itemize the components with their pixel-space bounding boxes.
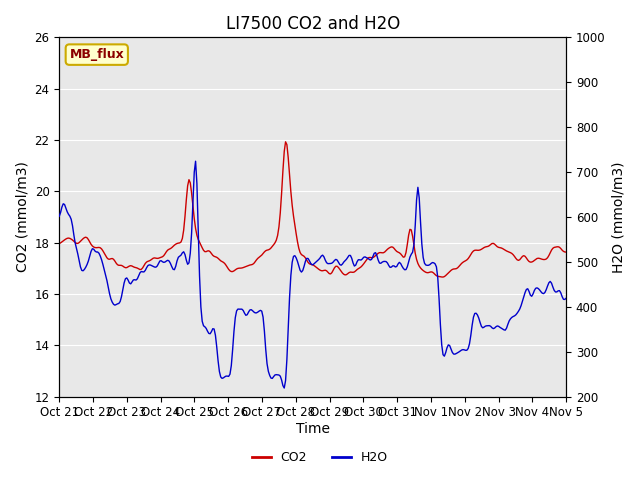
Y-axis label: CO2 (mmol/m3): CO2 (mmol/m3): [15, 162, 29, 273]
Title: LI7500 CO2 and H2O: LI7500 CO2 and H2O: [225, 15, 400, 33]
Legend: CO2, H2O: CO2, H2O: [247, 446, 393, 469]
X-axis label: Time: Time: [296, 422, 330, 436]
Y-axis label: H2O (mmol/m3): H2O (mmol/m3): [611, 161, 625, 273]
Text: MB_flux: MB_flux: [69, 48, 124, 61]
